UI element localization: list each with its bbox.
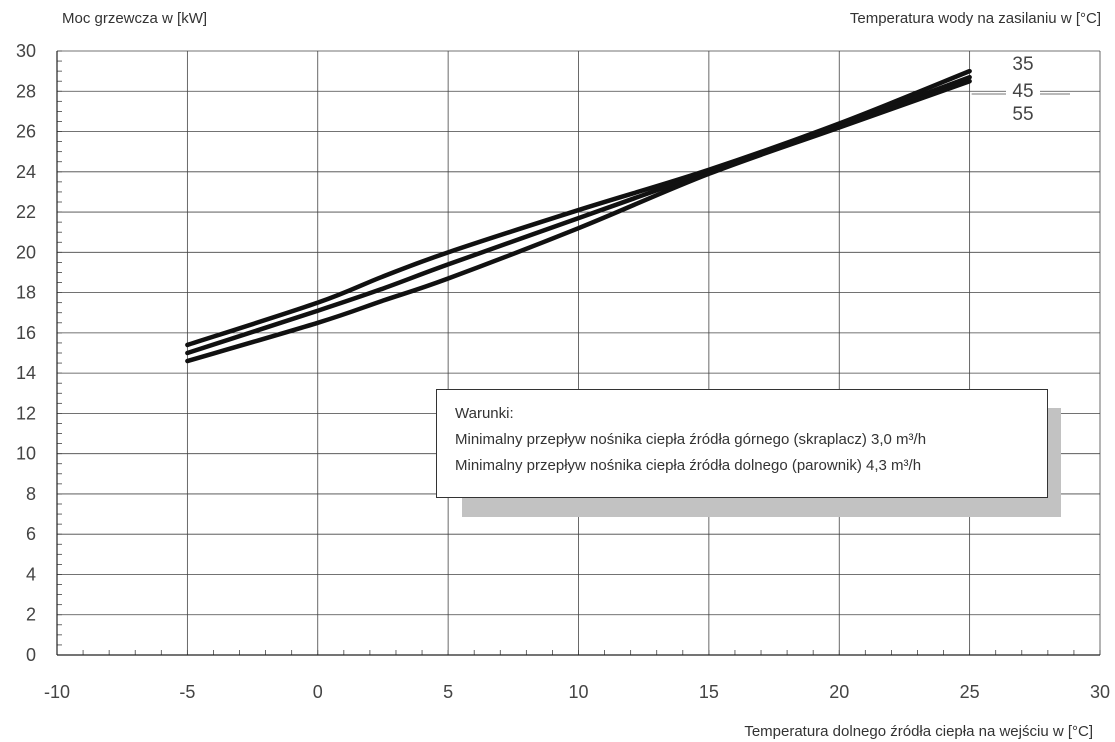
y-tick-label: 26 bbox=[16, 122, 36, 142]
series-label-45: 45 bbox=[1012, 81, 1033, 102]
x-tick-label: 20 bbox=[829, 682, 849, 702]
y-tick-label: 8 bbox=[26, 484, 36, 504]
x-tick-label: 5 bbox=[443, 682, 453, 702]
series-label-bg bbox=[1006, 102, 1040, 123]
y-tick-label: 12 bbox=[16, 403, 36, 423]
x-tick-label: 30 bbox=[1090, 682, 1110, 702]
legend-title: Temperatura wody na zasilaniu w [°C] bbox=[849, 10, 1101, 27]
y-axis-label: Moc grzewcza w [kW] bbox=[62, 10, 208, 27]
annotation-line-1: Minimalny przepływ nośnika ciepła źródła… bbox=[455, 431, 927, 448]
y-tick-label: 6 bbox=[26, 524, 36, 544]
x-tick-label: 15 bbox=[699, 682, 719, 702]
y-tick-label: 4 bbox=[26, 564, 36, 584]
annotation-title: Warunki: bbox=[455, 405, 514, 422]
y-tick-label: 20 bbox=[16, 242, 36, 262]
x-tick-label: 0 bbox=[313, 682, 323, 702]
y-tick-label: 16 bbox=[16, 323, 36, 343]
annotation-box: Warunki: Minimalny przepływ nośnika ciep… bbox=[436, 389, 1048, 498]
y-tick-label: 0 bbox=[26, 645, 36, 665]
y-tick-label: 24 bbox=[16, 162, 36, 182]
y-tick-label: 14 bbox=[16, 363, 36, 383]
y-tick-label: 2 bbox=[26, 605, 36, 625]
y-tick-label: 10 bbox=[16, 444, 36, 464]
x-tick-label: -5 bbox=[179, 682, 195, 702]
series-line-55 bbox=[185, 78, 972, 364]
series-label-35: 35 bbox=[1012, 54, 1033, 75]
series-label-55: 55 bbox=[1012, 104, 1033, 125]
y-tick-label: 30 bbox=[16, 41, 36, 61]
series-label-bg bbox=[1006, 79, 1040, 100]
series-label-bg bbox=[1006, 52, 1040, 73]
x-tick-label: -10 bbox=[44, 682, 70, 702]
x-axis-label: Temperatura dolnego źródła ciepła na wej… bbox=[744, 723, 1093, 740]
y-tick-label: 28 bbox=[16, 81, 36, 101]
y-tick-label: 18 bbox=[16, 283, 36, 303]
y-tick-label: 22 bbox=[16, 202, 36, 222]
x-tick-label: 25 bbox=[960, 682, 980, 702]
x-tick-label: 10 bbox=[568, 682, 588, 702]
annotation-line-2: Minimalny przepływ nośnika ciepła źródła… bbox=[455, 457, 922, 474]
